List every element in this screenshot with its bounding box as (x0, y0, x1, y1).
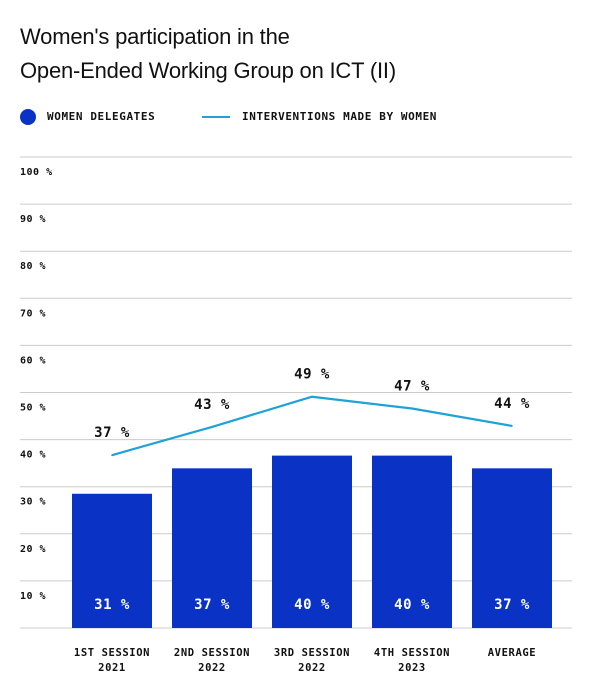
legend-line-label: INTERVENTIONS MADE BY WOMEN (242, 110, 438, 123)
line-point (111, 454, 113, 456)
interventions-line (111, 395, 513, 457)
bar (272, 455, 352, 628)
y-tick-label: 50 % (20, 403, 46, 414)
x-tick-label: 1ST SESSION (74, 647, 150, 659)
line-value-label: 44 % (494, 396, 530, 412)
bar-value-label: 31 % (94, 597, 130, 613)
x-tick-label: 2ND SESSION (174, 647, 250, 659)
bar-value-label: 40 % (394, 597, 430, 613)
bar (72, 493, 152, 628)
x-tick-label: 3RD SESSION (274, 647, 350, 659)
y-tick-label: 80 % (20, 261, 46, 272)
chart-title: Women's participation in the Open-Ended … (20, 20, 560, 88)
y-tick-label: 100 % (20, 167, 53, 178)
y-tick-label: 30 % (20, 497, 46, 508)
y-tick-label: 10 % (20, 591, 46, 602)
y-tick-label: 60 % (20, 355, 46, 366)
x-tick-label: AVERAGE (488, 647, 536, 659)
x-tick-label: 2022 (198, 662, 226, 674)
bar-value-label: 37 % (194, 597, 230, 613)
y-tick-label: 70 % (20, 308, 46, 319)
bar (172, 468, 252, 628)
line-value-label: 49 % (294, 367, 330, 383)
legend-bar-swatch (20, 109, 36, 125)
legend-bar-label: WOMEN DELEGATES (47, 110, 156, 123)
x-tick-label: 2021 (98, 662, 126, 674)
line-value-label: 47 % (394, 379, 430, 395)
bar (372, 455, 452, 628)
y-tick-label: 40 % (20, 450, 46, 461)
x-tick-label: 4TH SESSION (374, 647, 450, 659)
x-tick-label: 2023 (398, 662, 426, 674)
bar-value-label: 37 % (494, 597, 530, 613)
legend-line-swatch (202, 116, 230, 118)
y-tick-label: 20 % (20, 544, 46, 555)
chart-title-line-1: Women's participation in the (20, 24, 290, 49)
y-tick-label: 90 % (20, 214, 46, 225)
line-value-label: 37 % (94, 425, 130, 441)
chart-title-line-2: Open-Ended Working Group on ICT (II) (20, 58, 396, 83)
x-tick-label: 2022 (298, 662, 326, 674)
line-value-label: 43 % (194, 397, 230, 413)
line-point (311, 395, 313, 398)
line-point (211, 426, 213, 428)
bar-value-label: 40 % (294, 597, 330, 613)
line-point (411, 407, 413, 410)
legend: WOMEN DELEGATES INTERVENTIONS MADE BY WO… (20, 108, 580, 126)
bar (472, 468, 552, 628)
line-point (511, 425, 513, 427)
